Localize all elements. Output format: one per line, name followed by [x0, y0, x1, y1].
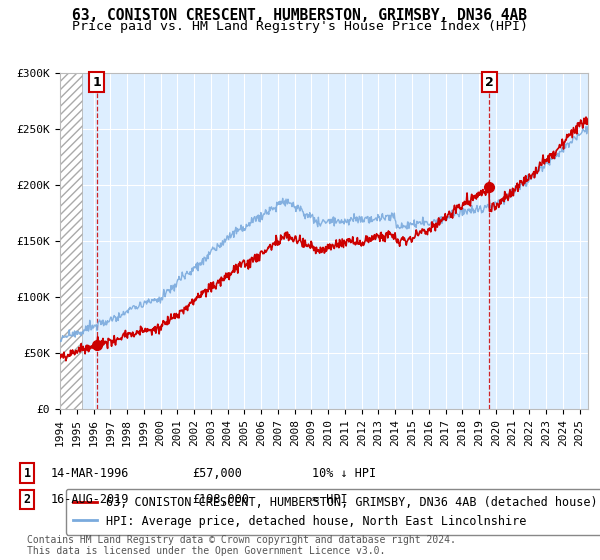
Text: Price paid vs. HM Land Registry's House Price Index (HPI): Price paid vs. HM Land Registry's House … — [72, 20, 528, 32]
Text: 10% ↓ HPI: 10% ↓ HPI — [312, 466, 376, 480]
Text: 16-AUG-2019: 16-AUG-2019 — [51, 493, 130, 506]
Text: ≈ HPI: ≈ HPI — [312, 493, 347, 506]
Text: £198,000: £198,000 — [192, 493, 249, 506]
Text: £57,000: £57,000 — [192, 466, 242, 480]
Bar — [60, 73, 82, 409]
Text: 14-MAR-1996: 14-MAR-1996 — [51, 466, 130, 480]
Text: Contains HM Land Registry data © Crown copyright and database right 2024.
This d: Contains HM Land Registry data © Crown c… — [27, 535, 456, 557]
Text: 2: 2 — [23, 493, 31, 506]
Text: 2: 2 — [485, 76, 493, 88]
Text: 1: 1 — [23, 466, 31, 480]
Legend: 63, CONISTON CRESCENT, HUMBERSTON, GRIMSBY, DN36 4AB (detached house), HPI: Aver: 63, CONISTON CRESCENT, HUMBERSTON, GRIMS… — [66, 489, 600, 535]
Text: 1: 1 — [92, 76, 101, 88]
Text: 63, CONISTON CRESCENT, HUMBERSTON, GRIMSBY, DN36 4AB: 63, CONISTON CRESCENT, HUMBERSTON, GRIMS… — [73, 8, 527, 24]
